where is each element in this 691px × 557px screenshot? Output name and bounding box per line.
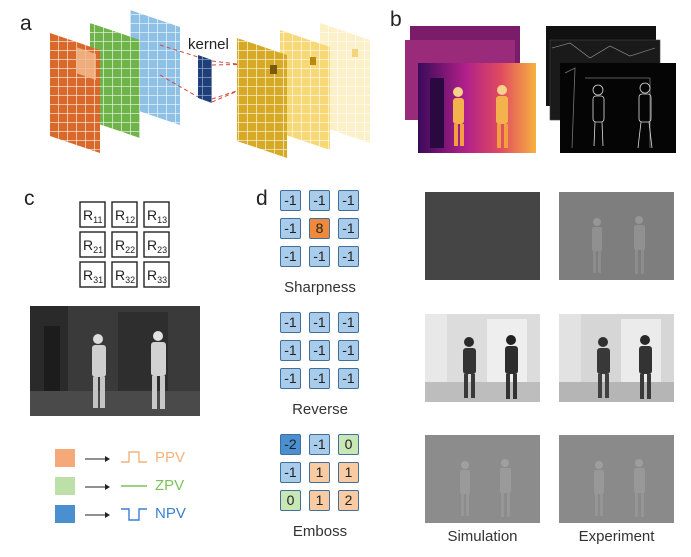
thermal-image-stacks [405, 26, 676, 153]
simulation-reverse-image [425, 314, 540, 402]
experiment-emboss-image [559, 435, 674, 523]
kernel-matrices: -1 -1 -1 -1 8 -1 -1 -1 -1 Sharpness -1 -1 -1 -1 -1 -1 -1… [280, 190, 380, 550]
kernel-name-emboss: Emboss [292, 523, 348, 540]
grayscale-thermal-image [30, 306, 200, 416]
resistor-label: R12 [115, 207, 135, 225]
resistor-label: R21 [83, 237, 103, 255]
kernel-cell: 8 [309, 218, 330, 239]
kernel-block [198, 55, 212, 103]
kernel-cell: -1 [280, 312, 301, 333]
panel-letter-a: a [20, 12, 32, 35]
resistor-label: R22 [115, 237, 135, 255]
legend-row-zpv: ZPV [55, 475, 215, 497]
resistor-array: R11 R12 R13 R21 R22 R23 R31 R32 R33 [78, 200, 178, 292]
kernel-cell: -1 [309, 190, 330, 211]
resistor-cell [111, 261, 138, 288]
kernel-cell: 1 [338, 462, 359, 483]
resistor-label: R31 [83, 267, 103, 285]
kernel-cell: -1 [280, 462, 301, 483]
resistor-label: R23 [147, 237, 167, 255]
kernel-cell: -1 [338, 312, 359, 333]
experiment-sharpness-image [559, 192, 674, 280]
legend-swatch [55, 449, 75, 467]
kernel-cell: -1 [338, 246, 359, 267]
person-figure-left [92, 334, 106, 408]
kernel-cell: 1 [309, 490, 330, 511]
panel-a-diagram [40, 5, 390, 170]
column-label-experiment: Experiment [578, 528, 655, 545]
kernel-cell: 0 [338, 434, 359, 455]
kernel-cell: -1 [309, 246, 330, 267]
kernel-cell: 2 [338, 490, 359, 511]
resistor-cell [79, 261, 106, 288]
legend-swatch [55, 477, 75, 495]
pulse-waveform [121, 451, 147, 463]
resistor-cell [143, 201, 170, 228]
color-thermal-stack [405, 26, 536, 153]
kernel-cell: -1 [338, 368, 359, 389]
kernel-cell: -1 [309, 434, 330, 455]
resistor-cell [111, 201, 138, 228]
result-images [425, 192, 685, 523]
kernel-cell: -1 [280, 218, 301, 239]
resistor-cell [143, 261, 170, 288]
kernel-name-sharpness: Sharpness [284, 279, 356, 296]
kernel-cell: -1 [309, 312, 330, 333]
resistor-cell [79, 231, 106, 258]
person-figure-left [453, 87, 464, 146]
panel-letter-b: b [390, 8, 402, 31]
output-layer-gold [237, 38, 287, 158]
input-layer-orange [50, 33, 100, 153]
resistor-label: R32 [115, 267, 135, 285]
kernel-cell: -1 [338, 340, 359, 361]
simulation-sharpness-image [425, 192, 540, 280]
convolution-illustration [50, 10, 370, 158]
arrow-icon [85, 508, 147, 521]
kernel-cell: -1 [309, 368, 330, 389]
panel-b-images [400, 18, 680, 158]
kernel-cell: -1 [280, 368, 301, 389]
kernel-cell: -1 [280, 190, 301, 211]
person-figure-right [496, 85, 508, 148]
voltage-legend: PPV ZPV NPV [55, 447, 215, 537]
resistor-label: R33 [147, 267, 167, 285]
kernel-cell: 1 [309, 462, 330, 483]
kernel-cell: -1 [338, 190, 359, 211]
kernel-cell: -1 [338, 218, 359, 239]
output-layer-yellow [280, 30, 330, 150]
experiment-reverse-image [559, 314, 674, 402]
resistor-cell [111, 231, 138, 258]
kernel-cell: -1 [280, 246, 301, 267]
resistor-cell [143, 231, 170, 258]
kernel-label: kernel [188, 36, 229, 53]
legend-label: PPV [155, 449, 186, 466]
kernel-cell: -1 [280, 340, 301, 361]
kernel-name-reverse: Reverse [292, 401, 348, 418]
pulse-waveform [121, 508, 147, 521]
kernel-cell: -1 [309, 340, 330, 361]
resistor-grid: R11 R12 R13 R21 R22 R23 R31 R32 R33 [79, 201, 170, 288]
legend-row-npv: NPV [55, 503, 215, 525]
panel-letter-c: c [24, 187, 35, 210]
resistor-label: R13 [147, 207, 167, 225]
legend-row-ppv: PPV [55, 447, 215, 469]
arrow-icon [85, 484, 147, 490]
kernel-cell: -2 [280, 434, 301, 455]
edge-map-stack [546, 26, 676, 153]
panel-letter-d: d [256, 187, 268, 210]
arrow-icon [85, 451, 147, 463]
simulation-emboss-image [425, 435, 540, 523]
resistor-label: R11 [83, 207, 102, 225]
legend-swatch [55, 505, 75, 523]
person-figure-right [151, 331, 166, 409]
resistor-cell [79, 201, 106, 228]
column-label-simulation: Simulation [447, 528, 518, 545]
output-layer-cream [320, 23, 370, 143]
kernel-cell: 0 [280, 490, 301, 511]
legend-label: NPV [155, 505, 186, 522]
legend-label: ZPV [155, 477, 185, 494]
input-layer-blue [130, 10, 180, 125]
input-layer-green [90, 23, 140, 138]
